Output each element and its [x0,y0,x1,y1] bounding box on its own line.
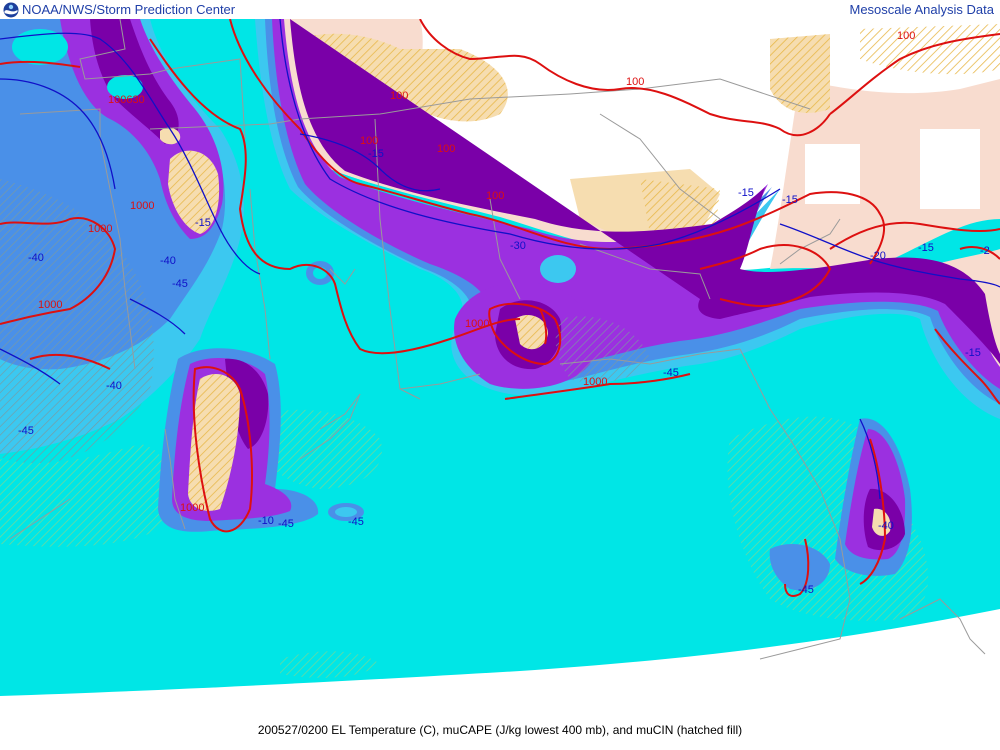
cin-hatch-west-tan [168,150,220,234]
el-label: -15 [195,217,211,229]
el-label: -45 [798,584,814,596]
el-label: -10 [258,515,274,527]
cin-hatch-gulf-mid [555,316,650,383]
cin-hatch-gulf-green [250,409,382,489]
el-label: -2 [980,245,990,257]
el-blue-coast-band [255,19,1000,419]
land-tan-hatch-4 [640,179,720,234]
cin-hatch-gulf [515,314,548,350]
el-label: -40 [160,255,176,267]
el-cyan-spot [12,29,68,65]
el-label: -40 [878,520,894,532]
el-label: -15 [738,187,754,199]
el-blue-se-low [769,544,830,591]
el-label: -15 [918,242,934,254]
land-pink-region-east [770,79,1000,269]
cape-label: 100630 [108,94,145,106]
cape-label: 1000 [583,376,607,388]
cape-label: 100 [437,143,455,155]
state-borders [9,19,986,660]
header-title-right: Mesoscale Analysis Data [849,2,994,17]
header-title-left: NOAA/NWS/Storm Prediction Center [22,2,236,17]
el-purple-core [290,19,1000,364]
cape-label: 100 [360,135,378,147]
cape-label: 1000 [180,502,204,514]
cape-label: 1000 [38,299,62,311]
cape-tan-se-storm [872,508,891,536]
noaa-logo-icon [3,2,19,18]
el-blue-dark-band [265,19,1000,404]
el-label: -40 [28,252,44,264]
cape-contours [0,19,1000,597]
el-label: -15 [368,148,384,160]
map-caption: 200527/0200 EL Temperature (C), muCAPE (… [257,723,743,737]
cin-hatch-west-green [0,444,171,547]
el-label: -45 [348,516,364,528]
land-tan-hatch [300,33,508,122]
cape-tan-west-2 [160,127,181,145]
cape-label: 100 [626,76,644,88]
el-label: -40 [106,380,122,392]
no-data-patch [920,129,980,209]
el-label: -15 [965,347,981,359]
el-label: -15 [782,194,798,206]
cin-hatch-south-green [280,651,380,678]
el-label: -45 [172,278,188,290]
cape-label: 100 [897,30,915,42]
cape-label: 1000 [88,223,112,235]
cape-label: 100 [390,90,408,102]
cape-label: 1000 [465,318,489,330]
header-bar: NOAA/NWS/Storm Prediction Center Mesosca… [0,0,1000,19]
el-label: -20 [870,250,886,262]
el-contours [0,19,1000,500]
map-labels: 100630 1000 1000 1000 1000 1000 1000 100… [18,30,990,596]
el-small-cell-core [335,507,357,517]
el-light-blue-pocket [540,255,576,283]
cape-label: 100 [486,190,504,202]
el-label: -45 [18,425,34,437]
el-label: -30 [510,240,526,252]
el-label: -45 [278,518,294,530]
el-violet-band [272,19,1000,389]
cape-label: 1000 [130,200,154,212]
el-cyan-spot [107,75,143,99]
land-tan-hatch-2 [770,34,830,113]
mesoscale-map: 100630 1000 1000 1000 1000 1000 1000 100… [0,19,1000,696]
el-label: -45 [663,367,679,379]
